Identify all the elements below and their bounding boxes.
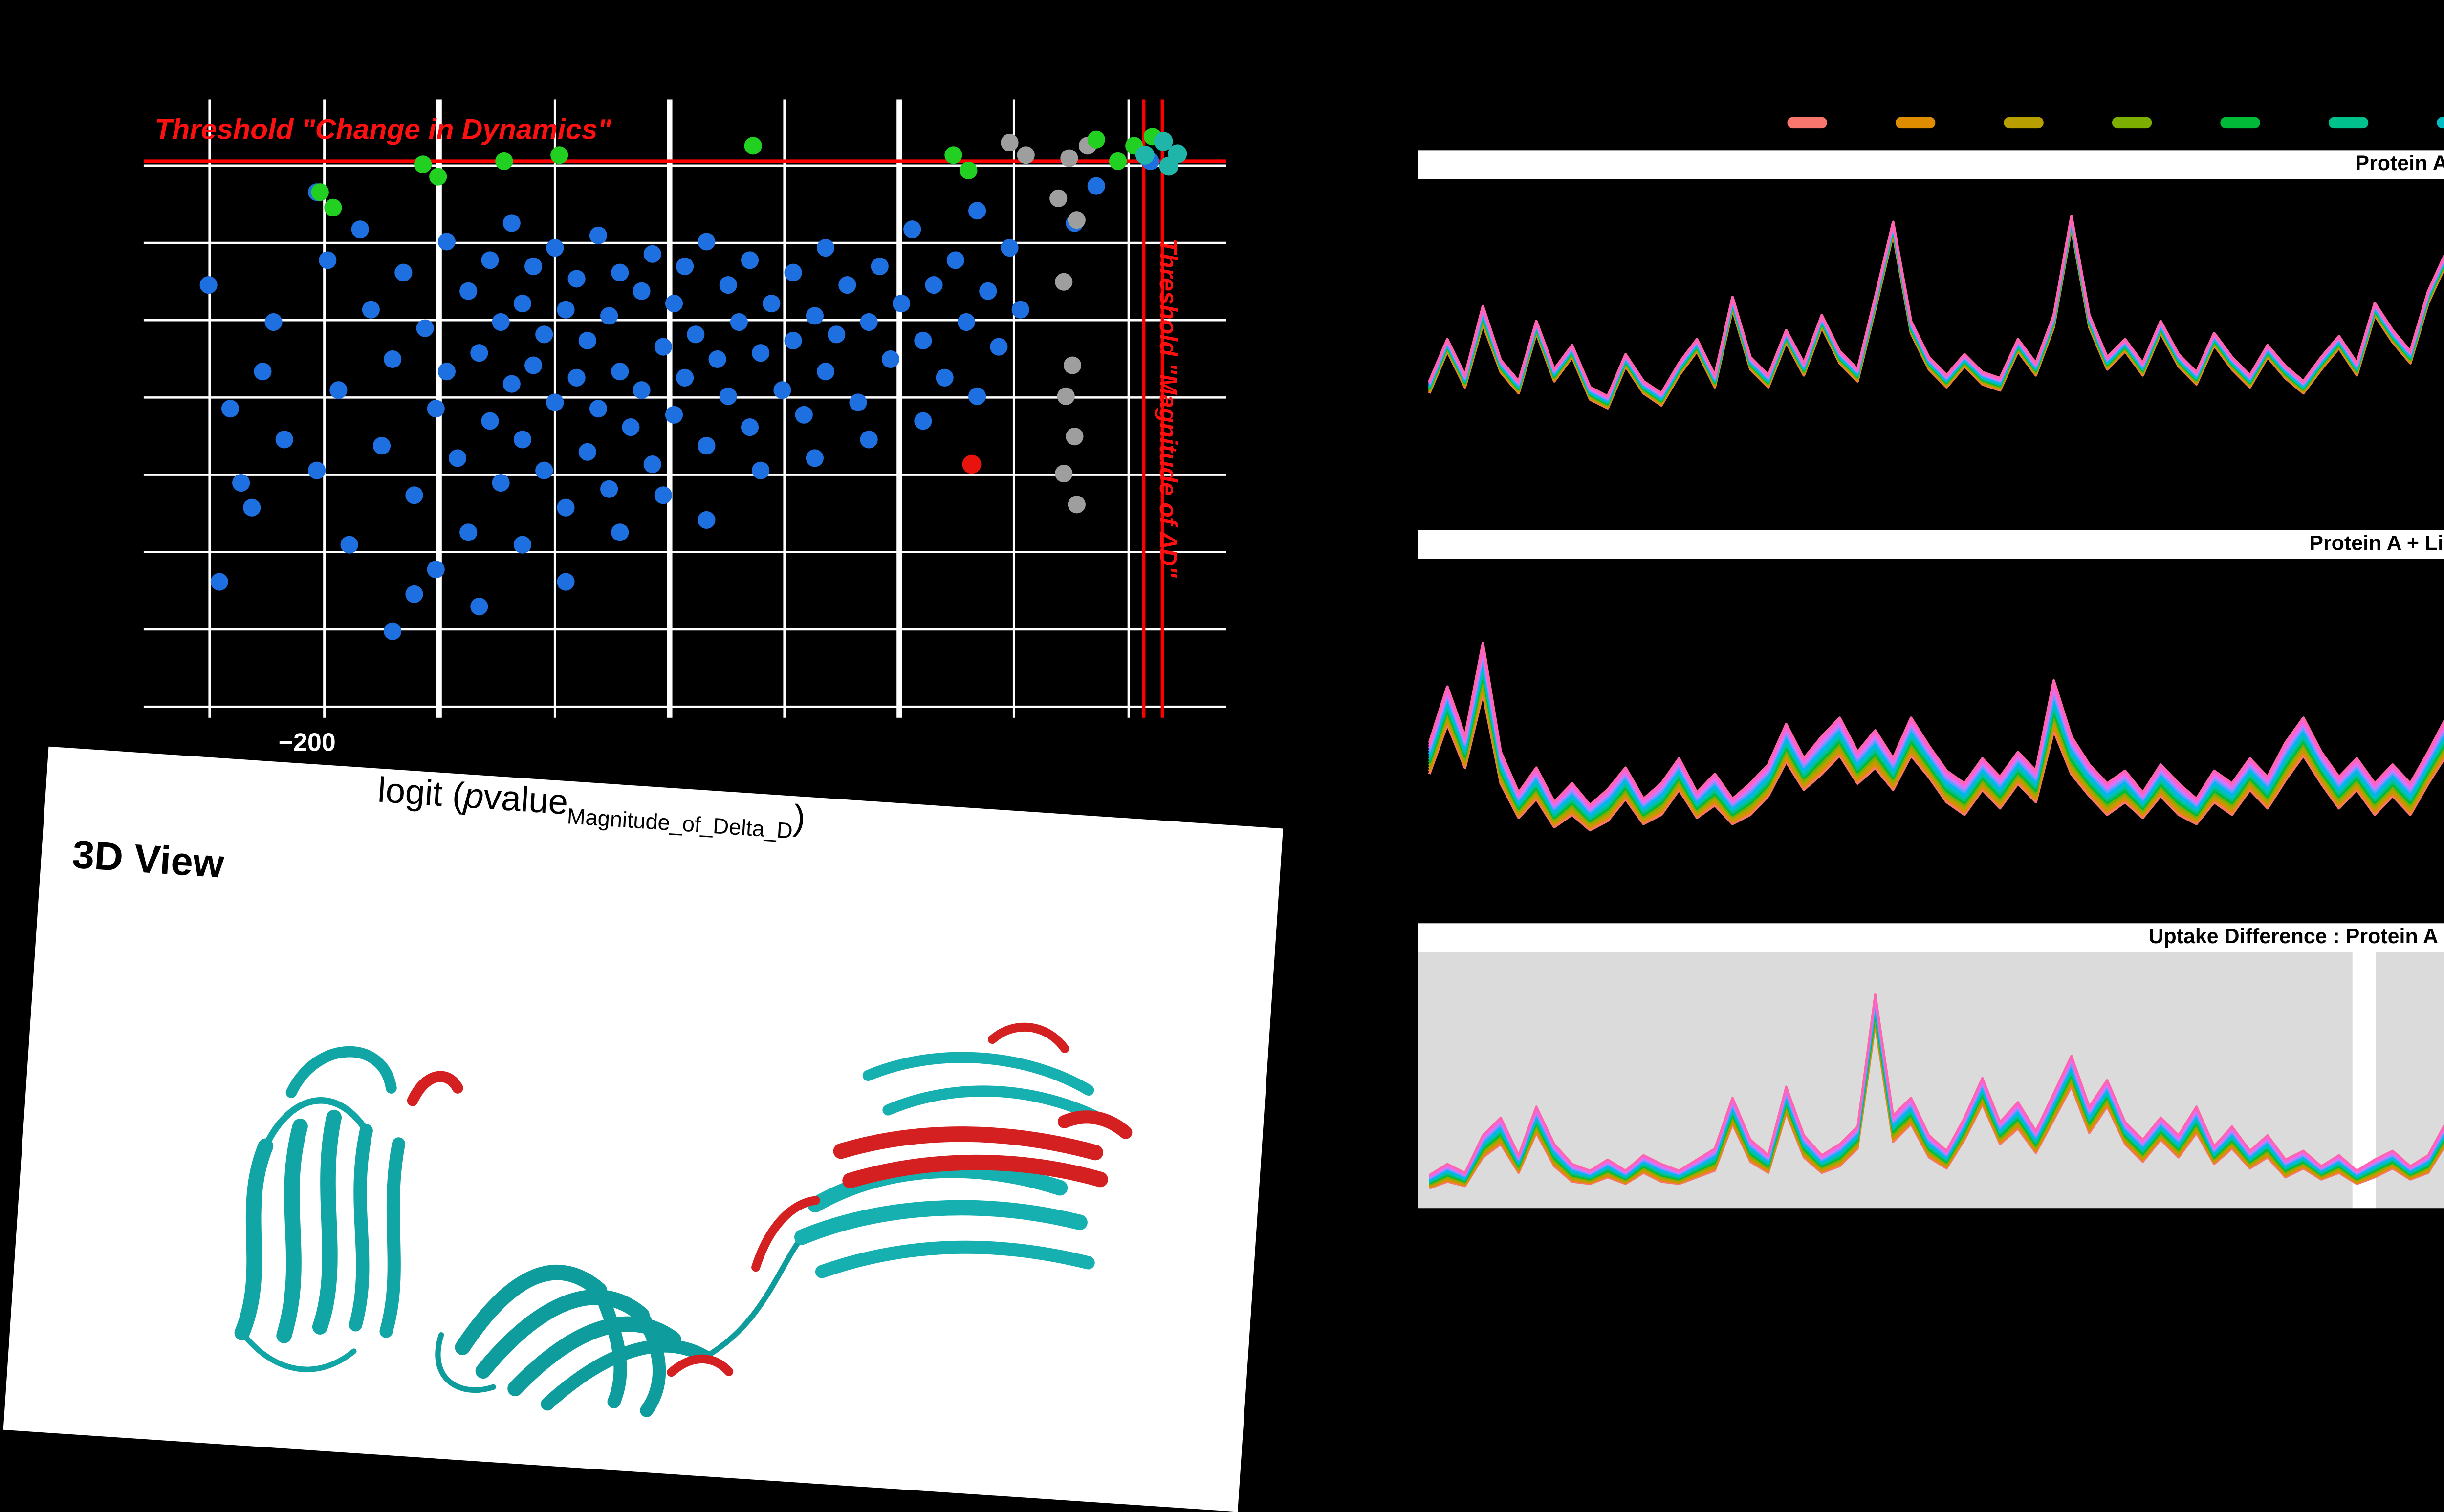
timepoint-legend (1418, 117, 2444, 129)
volcano-plot-panel: Threshold "Change in Dynamics" Threshold… (143, 99, 1248, 762)
axis-label-p: p (462, 778, 485, 818)
legend-dash[interactable] (2219, 117, 2259, 129)
legend-dash[interactable] (2003, 117, 2043, 129)
volcano-scatter-plot[interactable] (143, 99, 1226, 718)
3d-view-card: logit (pvalueMagnitude_of_Delta_D) 3D Vi… (3, 746, 1283, 1512)
uptake-difference-chart[interactable] (1418, 952, 2444, 1209)
legend-dash[interactable] (1786, 117, 1826, 129)
axis-label-value: value (482, 780, 569, 823)
protein-a-uptake-chart[interactable] (1418, 179, 2444, 515)
protein-ribbon-structure[interactable] (92, 893, 1186, 1492)
legend-dash[interactable] (2111, 117, 2151, 129)
chart-title-text: Protein A + Ligand (2309, 532, 2444, 557)
chart-title-text: Protein A (2355, 152, 2444, 177)
chart-title-strip-uptake-difference: Uptake Difference : Protein A - (Protein… (1418, 923, 2444, 952)
uptake-plots-panel: Protein A Protein A + Ligand Uptake Diff… (1418, 99, 2444, 1327)
legend-dash[interactable] (1894, 117, 1935, 129)
legend-dash[interactable] (2436, 117, 2444, 129)
chart-title-strip-protein-a-ligand: Protein A + Ligand (1418, 530, 2444, 559)
axis-label-pre: logit ( (376, 773, 465, 817)
axis-label-subscript: Magnitude_of_Delta_D (566, 805, 794, 845)
volcano-x-axis-label: logit (pvalueMagnitude_of_Delta_D) (376, 773, 807, 846)
chart-title-strip-protein-a: Protein A (1418, 150, 2444, 179)
legend-dash[interactable] (2327, 117, 2367, 129)
protein-a-ligand-uptake-chart[interactable] (1418, 559, 2444, 906)
axis-label-post: ) (792, 800, 807, 839)
threshold-dynamics-label: Threshold "Change in Dynamics" (154, 112, 611, 146)
threshold-magnitude-label: Threshold "Magnitude of ΔD" (1153, 238, 1180, 578)
x-axis-tick-label: −200 (278, 731, 336, 758)
chart-title-text: Uptake Difference : Protein A - (Protein… (2148, 925, 2444, 950)
3d-view-title: 3D View (71, 832, 226, 887)
hdx-dashboard: Threshold "Change in Dynamics" Threshold… (3, 99, 2444, 1512)
